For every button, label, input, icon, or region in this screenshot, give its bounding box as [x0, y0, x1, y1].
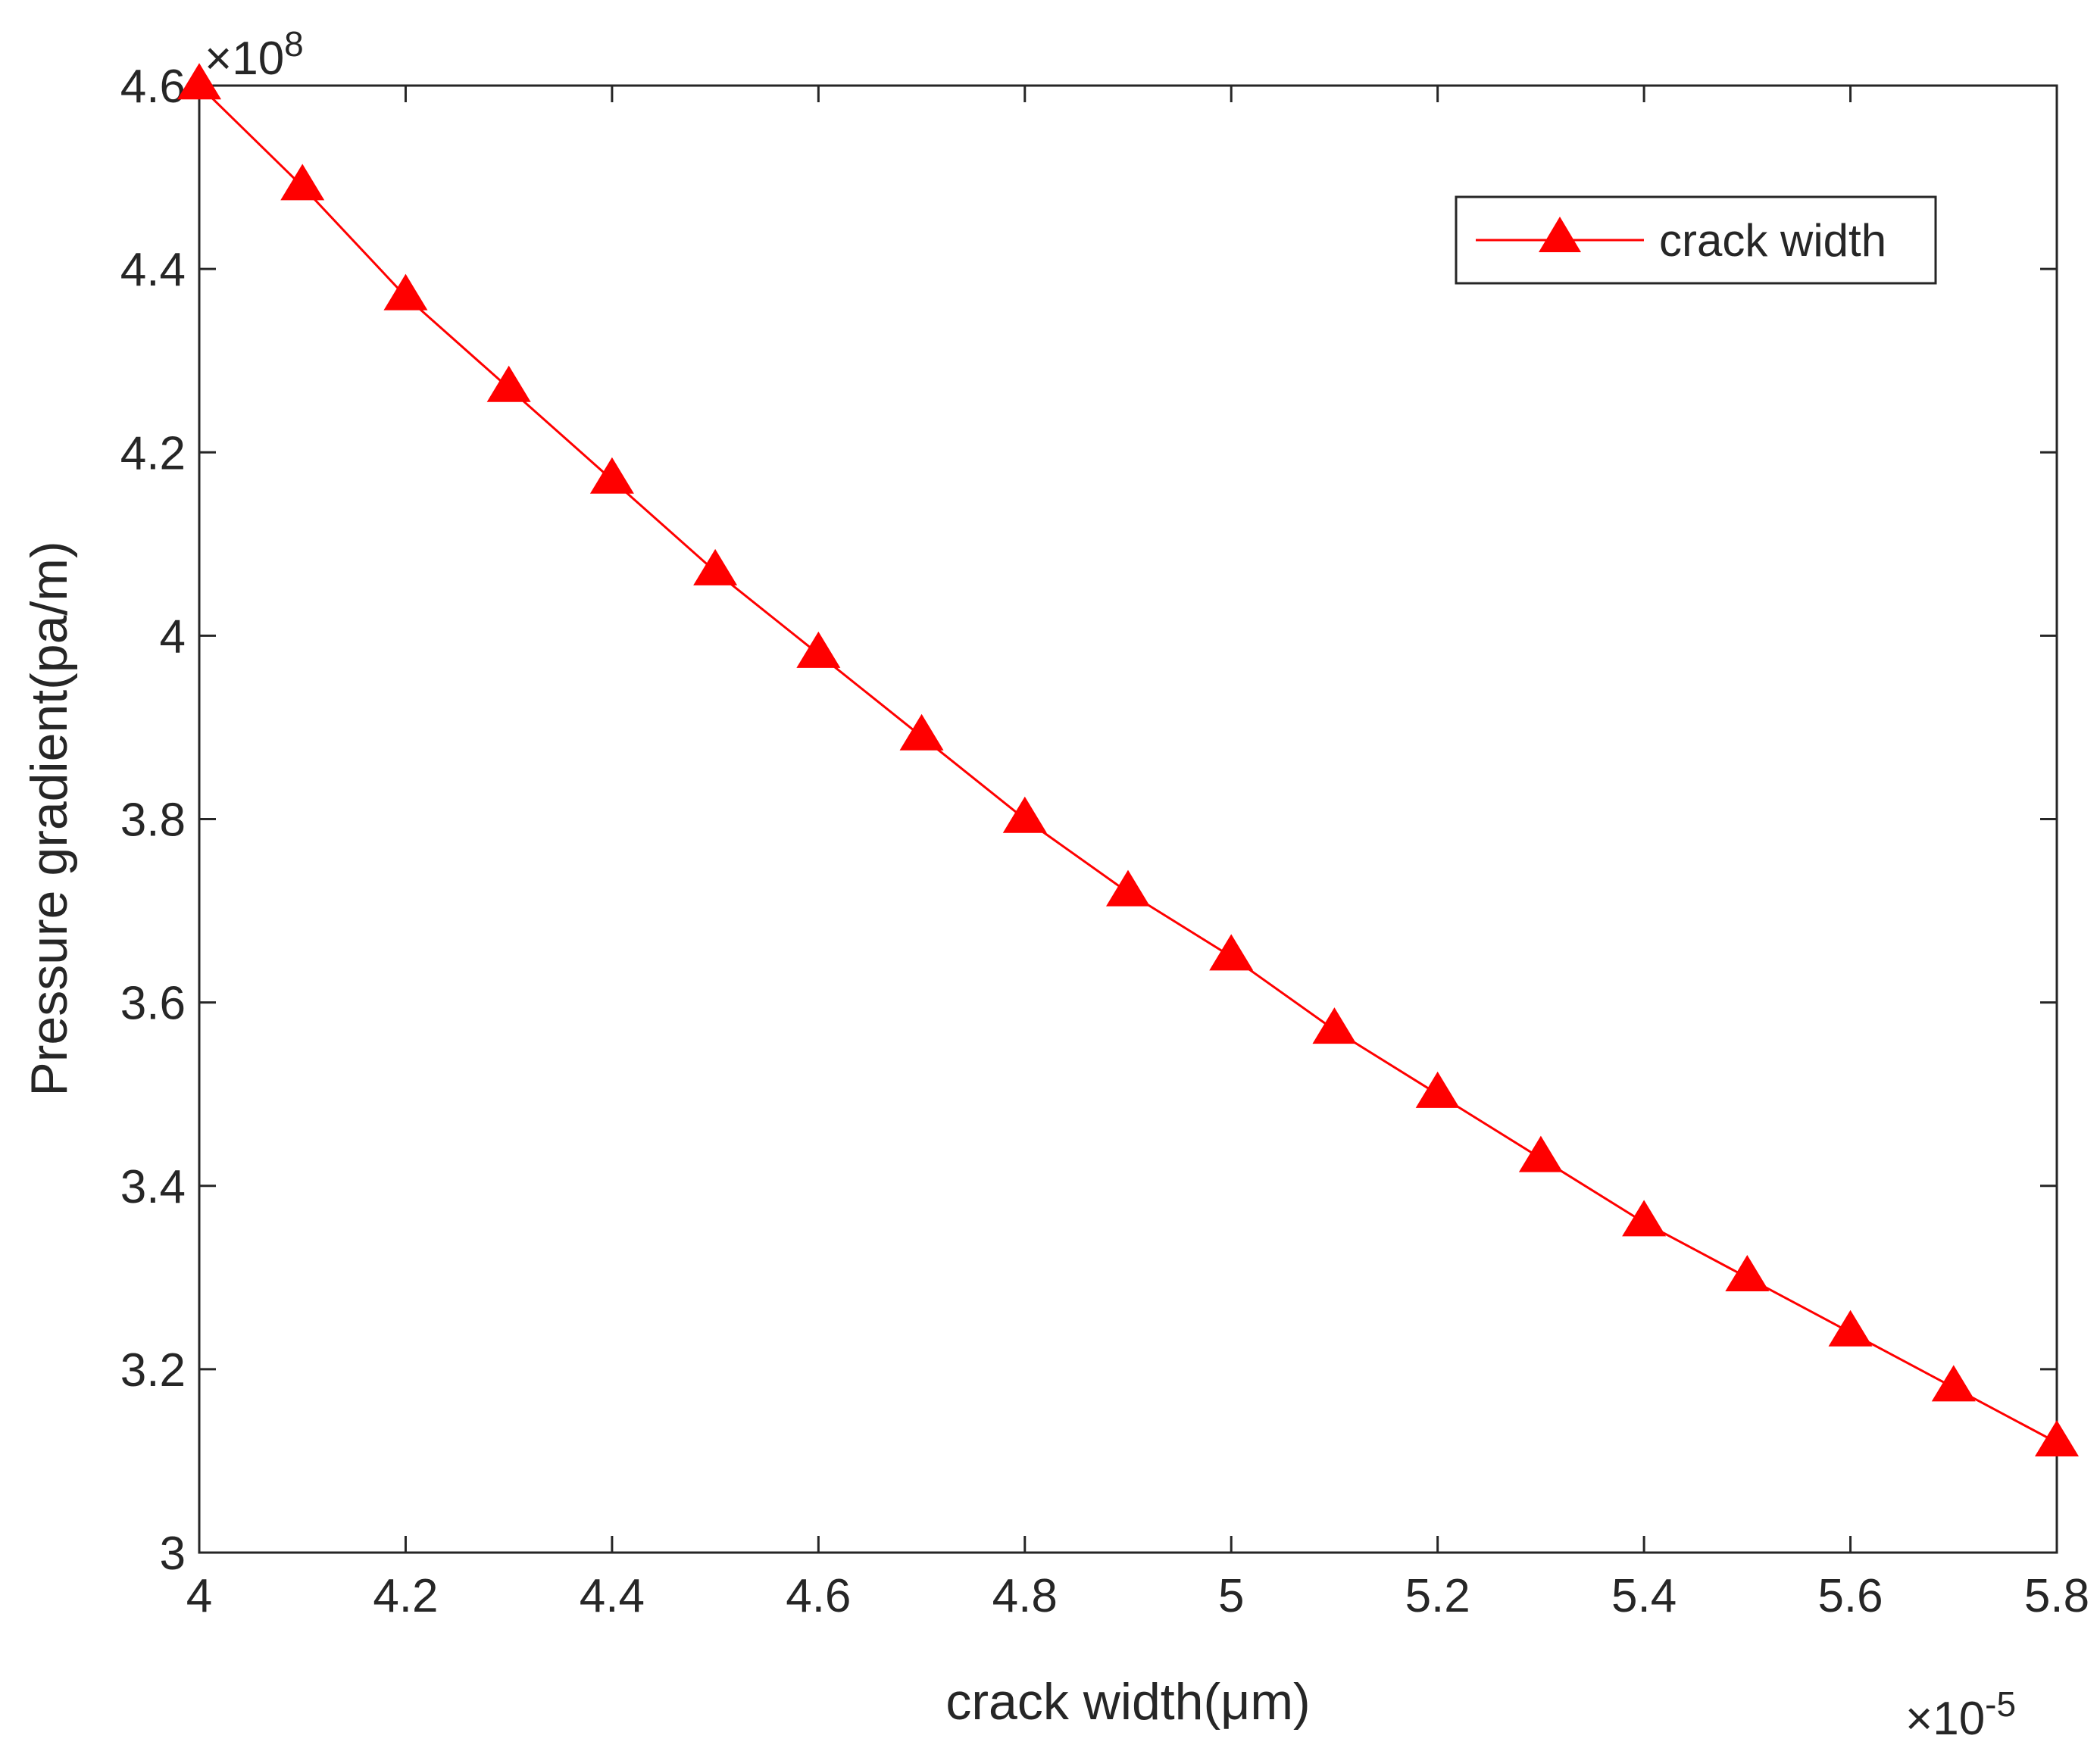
x-tick-label: 4.4 — [580, 1570, 645, 1622]
plot-area — [198, 84, 2058, 1554]
y-tick-label: 4.2 — [120, 427, 186, 479]
series-line — [198, 84, 2058, 1444]
data-point-marker — [177, 63, 221, 100]
data-point-marker — [1312, 1007, 1357, 1044]
data-point-marker — [796, 631, 841, 668]
x-tick-label: 5.6 — [1817, 1570, 1883, 1622]
x-tick-label: 5 — [1218, 1570, 1244, 1622]
data-point-marker — [1725, 1255, 1770, 1292]
y-multiplier-base: ×10 — [205, 33, 284, 85]
x-tick-label: 5.2 — [1405, 1570, 1470, 1622]
data-point-marker — [1002, 796, 1047, 833]
data-point-marker — [1209, 934, 1254, 971]
x-multiplier-exponent: -5 — [1985, 1684, 2016, 1724]
x-tick-label: 5.4 — [1611, 1570, 1677, 1622]
y-tick-label: 3.2 — [120, 1344, 186, 1397]
y-tick-label: 4 — [160, 610, 186, 663]
y-axis-multiplier: ×108 — [205, 24, 304, 85]
data-point-marker — [383, 273, 428, 311]
data-point-marker — [693, 548, 738, 585]
data-point-marker — [486, 365, 531, 402]
data-point-marker — [1518, 1135, 1563, 1172]
y-axis-label: Pressure gradient(pa/m) — [20, 541, 78, 1096]
y-tick-label: 3.8 — [120, 794, 186, 847]
y-tick-label: 3.4 — [120, 1161, 186, 1213]
data-point-marker — [280, 164, 325, 201]
x-axis-ticks: 4 4.2 4.4 4.6 4.8 5 5.2 5.4 5.6 5.8 — [186, 86, 2089, 1622]
data-point-marker — [1415, 1071, 1460, 1108]
series-layer — [177, 63, 2079, 1456]
x-tick-label: 4.8 — [992, 1570, 1058, 1622]
y-tick-label: 4.6 — [120, 61, 186, 113]
y-axis-ticks: 3 3.2 3.4 3.6 3.8 4 4.2 4.4 4.6 — [120, 61, 2057, 1580]
x-axis-label: crack width(μm) — [945, 1673, 1310, 1731]
y-multiplier-exponent: 8 — [284, 24, 304, 64]
data-point-marker — [1931, 1365, 1976, 1402]
legend-label: crack width — [1659, 215, 1886, 266]
data-point-marker — [589, 457, 634, 494]
data-point-marker — [1106, 869, 1150, 907]
data-point-marker — [1622, 1200, 1667, 1237]
legend-marker — [1539, 217, 1581, 252]
x-tick-label: 4.2 — [373, 1570, 438, 1622]
legend: crack width — [1455, 195, 1937, 285]
y-tick-label: 3 — [160, 1528, 186, 1580]
x-multiplier-base: ×10 — [1905, 1693, 1985, 1745]
y-tick-label: 3.6 — [120, 978, 186, 1030]
x-axis-multiplier: ×10-5 — [1905, 1684, 2016, 1745]
x-tick-label: 4 — [186, 1570, 212, 1622]
x-tick-label: 4.6 — [786, 1570, 851, 1622]
y-tick-label: 4.4 — [120, 244, 186, 296]
data-point-marker — [899, 713, 944, 751]
data-point-marker — [1828, 1309, 1873, 1347]
plot-frame — [198, 84, 2058, 1554]
x-tick-label: 5.8 — [2024, 1570, 2089, 1622]
data-point-marker — [2035, 1419, 2079, 1456]
